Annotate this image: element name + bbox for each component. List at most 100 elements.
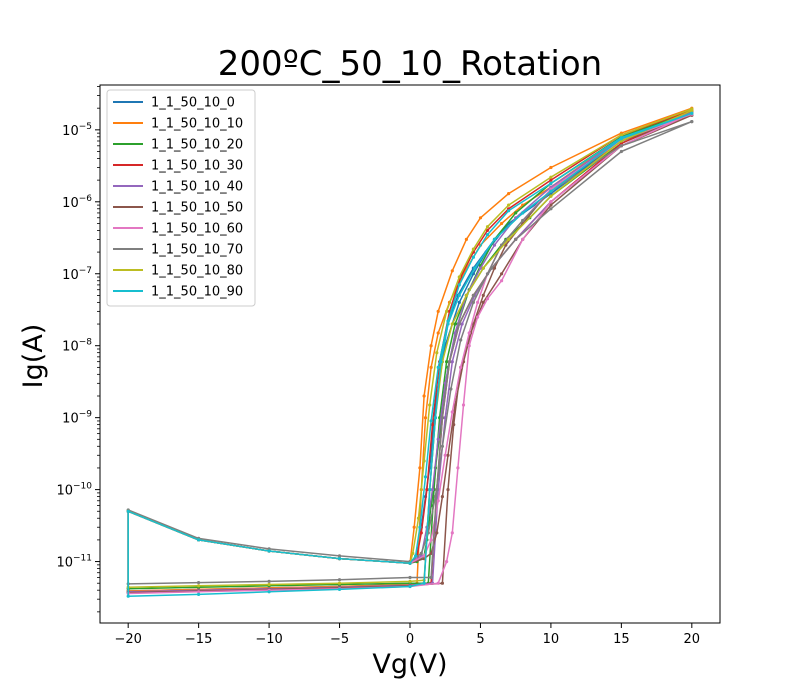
data-point xyxy=(549,194,553,198)
y-axis: 10−11 10−10 10−9 10−8 10−7 10−6 10−5 xyxy=(56,86,100,613)
data-point xyxy=(436,581,440,585)
data-point xyxy=(425,488,429,492)
data-point xyxy=(433,495,437,499)
data-point xyxy=(445,360,449,364)
x-tick-label: 10 xyxy=(543,632,560,647)
data-point xyxy=(619,133,624,137)
data-point xyxy=(414,554,418,558)
data-point xyxy=(507,192,511,196)
data-point xyxy=(450,410,454,414)
data-point xyxy=(126,594,130,598)
data-point xyxy=(500,279,504,283)
legend-box xyxy=(106,89,256,307)
data-point xyxy=(429,365,433,369)
data-point xyxy=(457,322,461,326)
y-tick-label: 10−8 xyxy=(62,338,92,355)
data-point xyxy=(473,266,477,270)
y-tick-label: 10−10 xyxy=(56,482,92,499)
data-point xyxy=(418,466,422,470)
data-point xyxy=(435,351,439,355)
data-point xyxy=(507,203,511,207)
y-tick-label: 10−11 xyxy=(56,554,92,571)
data-point xyxy=(514,211,518,215)
data-point xyxy=(430,488,435,492)
legend-label: 1_1_50_10_60 xyxy=(151,222,243,237)
data-point xyxy=(549,203,553,207)
x-tick-label: 20 xyxy=(684,632,701,647)
data-point xyxy=(429,419,433,423)
data-point xyxy=(197,581,201,585)
series-line xyxy=(127,120,693,585)
legend-label: 1_1_50_10_20 xyxy=(151,138,243,153)
series-1_1_50_10_70 xyxy=(126,120,694,586)
data-point xyxy=(440,495,444,499)
series-layer xyxy=(126,106,694,598)
data-point xyxy=(411,551,415,556)
data-point xyxy=(453,322,457,326)
data-point xyxy=(435,531,439,535)
y-axis-label: Ig(A) xyxy=(18,324,49,389)
legend-label: 1_1_50_10_50 xyxy=(151,201,243,216)
data-point xyxy=(492,266,497,270)
data-point xyxy=(481,293,485,297)
data-point xyxy=(443,453,447,457)
legend-label: 1_1_50_10_80 xyxy=(151,264,243,279)
legend-label: 1_1_50_10_70 xyxy=(151,243,243,258)
data-point xyxy=(467,344,471,348)
data-point xyxy=(436,365,440,369)
data-point xyxy=(481,300,485,304)
data-point xyxy=(436,309,440,313)
data-point xyxy=(408,579,412,584)
data-point xyxy=(481,266,485,270)
data-point xyxy=(446,488,450,492)
data-point xyxy=(197,538,201,542)
data-point xyxy=(476,315,480,319)
data-point xyxy=(197,590,201,594)
data-point xyxy=(408,584,412,589)
data-point xyxy=(440,416,444,420)
data-point xyxy=(445,560,449,564)
data-point xyxy=(436,437,440,441)
data-point xyxy=(446,322,450,326)
data-point xyxy=(419,551,423,556)
data-point xyxy=(549,200,553,204)
legend: 1_1_50_10_0 1_1_50_10_10 1_1_50_10_20 1_1_5… xyxy=(106,89,256,307)
data-point xyxy=(507,237,511,241)
data-point xyxy=(507,209,511,213)
data-point xyxy=(521,237,525,241)
data-point xyxy=(267,549,271,553)
data-point xyxy=(428,488,432,492)
data-point xyxy=(549,165,553,170)
data-point xyxy=(500,221,504,226)
data-point xyxy=(476,300,480,304)
data-point xyxy=(478,216,483,220)
data-point xyxy=(337,578,342,582)
data-point xyxy=(408,561,412,565)
data-point xyxy=(461,403,466,407)
chart-title: 200ºC_50_10_Rotation xyxy=(218,44,602,84)
data-point xyxy=(478,266,483,270)
data-point xyxy=(450,531,454,535)
data-point xyxy=(423,416,428,420)
data-point xyxy=(619,137,624,141)
data-point xyxy=(549,178,553,182)
data-point xyxy=(549,175,553,179)
y-tick-label: 10−7 xyxy=(62,266,92,283)
y-tick-label: 10−5 xyxy=(62,122,92,139)
data-point xyxy=(423,475,428,479)
data-point xyxy=(485,228,490,232)
data-point xyxy=(690,109,694,113)
data-point xyxy=(430,423,435,427)
data-point xyxy=(422,459,426,463)
data-point xyxy=(436,331,440,335)
data-point xyxy=(485,272,490,276)
data-point xyxy=(471,300,475,304)
data-point xyxy=(690,111,694,115)
data-point xyxy=(412,525,416,529)
data-point xyxy=(197,592,201,597)
data-point xyxy=(419,531,423,535)
data-point xyxy=(690,120,694,124)
x-tick-label: −10 xyxy=(255,632,282,647)
data-point xyxy=(435,488,439,492)
